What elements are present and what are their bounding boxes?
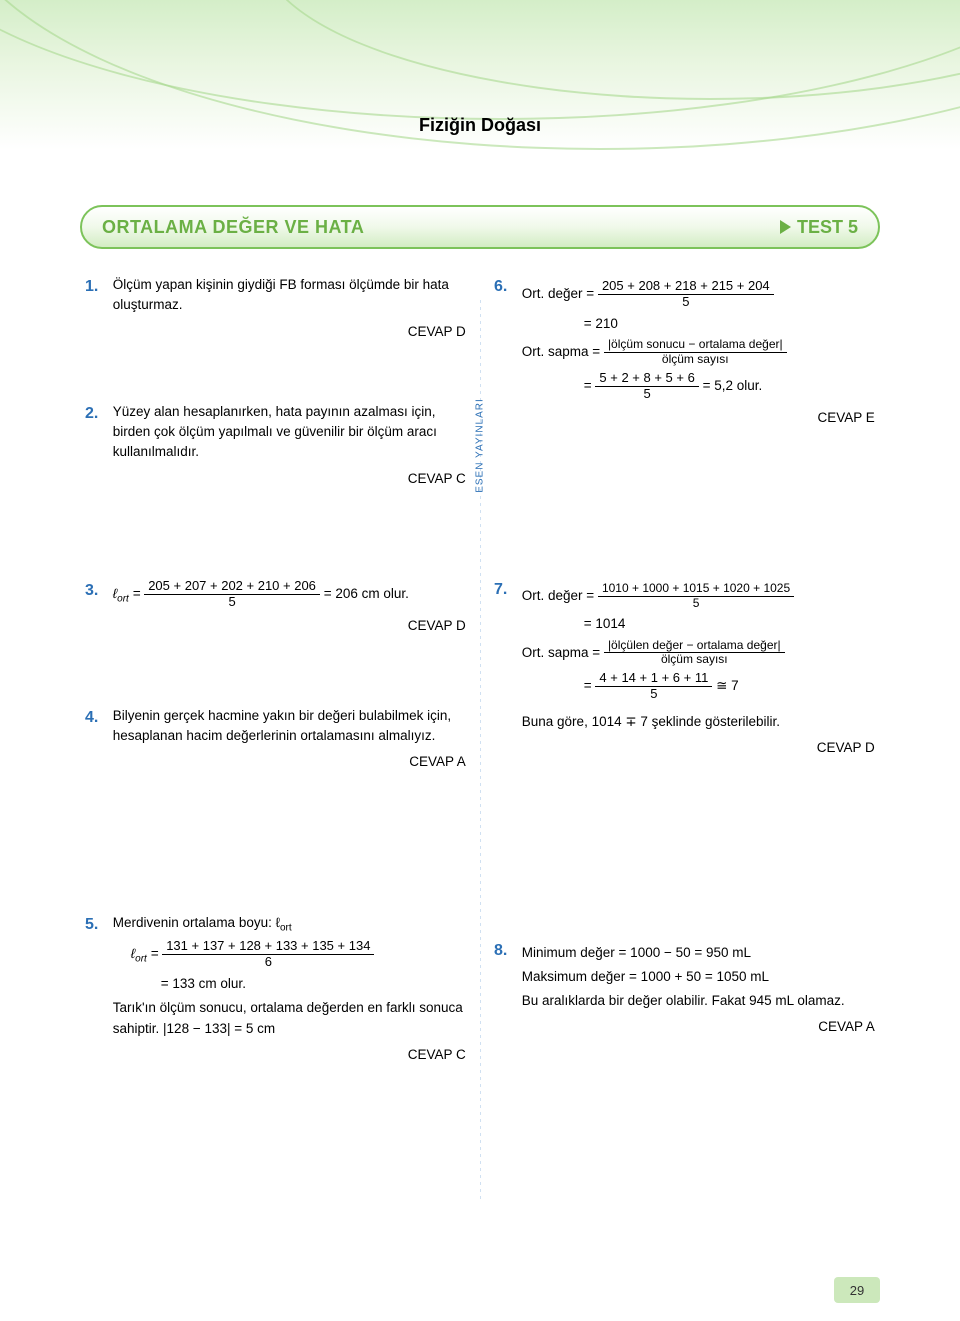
answer-label: CEVAP A bbox=[522, 1017, 875, 1037]
q-number: 4. bbox=[85, 706, 109, 730]
fraction: 205 + 208 + 218 + 215 + 204 5 bbox=[598, 279, 774, 310]
question-6: 6. Ort. değer = 205 + 208 + 218 + 215 + … bbox=[494, 275, 875, 428]
lhs: Ort. değer = bbox=[522, 286, 594, 301]
question-4: 4. Bilyenin gerçek hacmine yakın bir değ… bbox=[85, 706, 466, 773]
q-number: 3. bbox=[85, 579, 109, 603]
fraction: 205 + 207 + 202 + 210 + 206 5 bbox=[144, 579, 320, 610]
q-text: Ölçüm yapan kişinin giydiği FB forması ö… bbox=[113, 277, 449, 312]
lhs: Ort. sapma = bbox=[522, 344, 600, 359]
result: = 210 bbox=[584, 314, 875, 334]
conclusion: Buna göre, 1014 ∓ 7 şeklinde gösterilebi… bbox=[522, 712, 875, 732]
right-column: 6. Ort. değer = 205 + 208 + 218 + 215 + … bbox=[494, 275, 875, 1271]
content: 1. Ölçüm yapan kişinin giydiği FB formas… bbox=[85, 275, 875, 1271]
subject-title: Fiziğin Doğası bbox=[0, 115, 960, 136]
result: = 1014 bbox=[584, 614, 875, 634]
answer-label: CEVAP E bbox=[522, 408, 875, 428]
banner: ORTALAMA DEĞER VE HATA TEST 5 bbox=[80, 205, 880, 249]
fraction: 1010 + 1000 + 1015 + 1020 + 1025 5 bbox=[598, 582, 794, 611]
rhs: = 206 cm olur. bbox=[324, 586, 409, 601]
q-number: 1. bbox=[85, 275, 109, 299]
conclusion: Tarık'ın ölçüm sonucu, ortalama değerden… bbox=[113, 998, 466, 1039]
q-number: 7. bbox=[494, 578, 518, 602]
left-column: 1. Ölçüm yapan kişinin giydiği FB formas… bbox=[85, 275, 466, 1271]
result: = 133 cm olur. bbox=[161, 974, 466, 994]
play-icon bbox=[780, 220, 791, 234]
lhs: Ort. sapma = bbox=[522, 645, 600, 660]
line: Minimum değer = 1000 − 50 = 950 mL bbox=[522, 943, 875, 963]
line: Maksimum değer = 1000 + 50 = 1050 mL bbox=[522, 967, 875, 987]
banner-test: TEST 5 bbox=[780, 217, 858, 238]
question-2: 2. Yüzey alan hesaplanırken, hata payını… bbox=[85, 402, 466, 489]
line: Bu aralıklarda bir değer olabilir. Fakat… bbox=[522, 991, 875, 1011]
intro: Merdivenin ortalama boyu: ℓort bbox=[113, 915, 292, 930]
question-5: 5. Merdivenin ortalama boyu: ℓort ℓort =… bbox=[85, 913, 466, 1066]
q-number: 6. bbox=[494, 275, 518, 299]
answer-label: CEVAP A bbox=[113, 752, 466, 772]
lhs: ℓort = bbox=[113, 586, 144, 601]
test-label: TEST 5 bbox=[797, 217, 858, 238]
fraction: 5 + 2 + 8 + 5 + 6 5 bbox=[595, 371, 698, 402]
answer-label: CEVAP C bbox=[113, 1045, 466, 1065]
q-text: Bilyenin gerçek hacmine yakın bir değeri… bbox=[113, 708, 451, 743]
fraction: 131 + 137 + 128 + 133 + 135 + 134 6 bbox=[162, 939, 374, 970]
question-8: 8. Minimum değer = 1000 − 50 = 950 mL Ma… bbox=[494, 939, 875, 1038]
q-number: 5. bbox=[85, 913, 109, 937]
fraction: |ölçülen değer − ortalama değer| ölçüm s… bbox=[604, 639, 785, 668]
q-number: 8. bbox=[494, 939, 518, 963]
lhs: Ort. değer = bbox=[522, 588, 594, 603]
q-text: Yüzey alan hesaplanırken, hata payının a… bbox=[113, 404, 437, 460]
fraction: |ölçüm sonucu − ortalama değer| ölçüm sa… bbox=[604, 338, 787, 367]
answer-label: CEVAP D bbox=[113, 322, 466, 342]
page-number: 29 bbox=[834, 1277, 880, 1303]
answer-label: CEVAP D bbox=[113, 616, 466, 636]
question-3: 3. ℓort = 205 + 207 + 202 + 210 + 206 5 … bbox=[85, 579, 466, 636]
q-number: 2. bbox=[85, 402, 109, 426]
fraction: 4 + 14 + 1 + 6 + 11 5 bbox=[595, 671, 712, 702]
answer-label: CEVAP D bbox=[522, 738, 875, 758]
rhs: ≅ 7 bbox=[716, 678, 739, 693]
banner-title: ORTALAMA DEĞER VE HATA bbox=[102, 217, 364, 238]
question-7: 7. Ort. değer = 1010 + 1000 + 1015 + 102… bbox=[494, 578, 875, 759]
question-1: 1. Ölçüm yapan kişinin giydiği FB formas… bbox=[85, 275, 466, 342]
answer-label: CEVAP C bbox=[113, 469, 466, 489]
rhs: = 5,2 olur. bbox=[703, 378, 763, 393]
